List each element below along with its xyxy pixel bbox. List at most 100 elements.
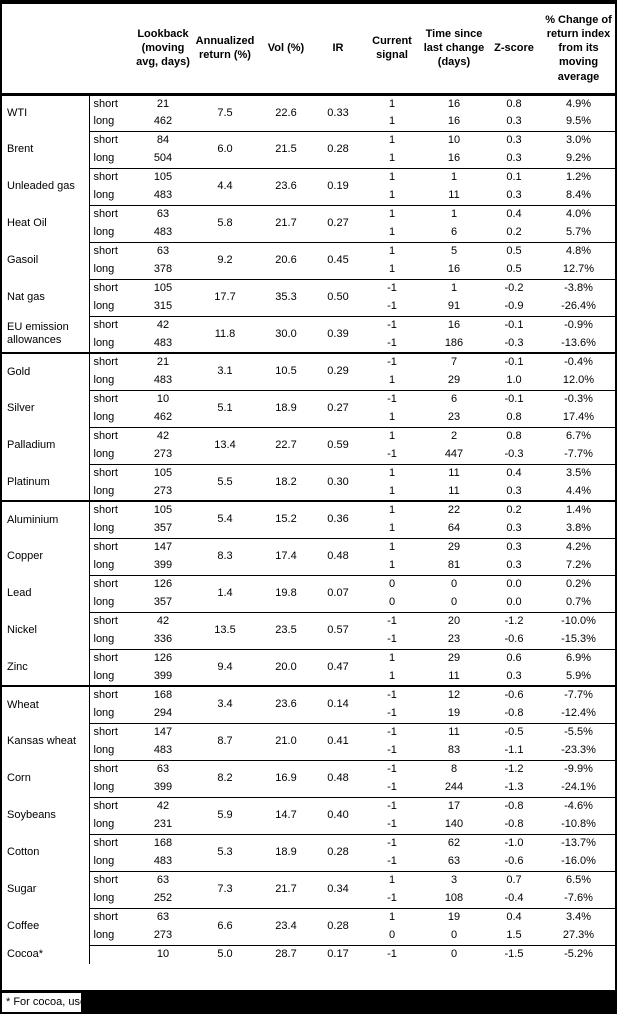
annualized-return-cell: 9.2	[192, 241, 258, 279]
pct-change-cell: -7.7%	[564, 448, 593, 461]
annualized-return-cell: 5.8	[192, 204, 258, 242]
lookback-cell: 378	[153, 263, 173, 276]
table-row: long 252 -1 108 -0.4 -7.6%	[2, 890, 615, 909]
horizon-cell: short	[93, 97, 118, 110]
pct-change-cell: 0.2%	[542, 574, 615, 594]
pct-change-cell: -3.8%	[542, 278, 615, 298]
horizon-cell: long	[93, 336, 115, 349]
table-row: long 483 1 29 1.0 12.0%	[2, 372, 615, 391]
time-since-change-cell: 16	[422, 315, 486, 335]
horizon-cell: short	[89, 537, 134, 557]
table-row: long 357 1 64 0.3 3.8%	[2, 520, 615, 539]
current-signal-cell: 0	[388, 929, 396, 942]
pct-change-cell: 3.8%	[565, 522, 592, 535]
lookback-cell: 63	[134, 870, 192, 890]
current-signal-cell: 1	[388, 115, 396, 128]
commodity-name-cell: Aluminium	[2, 500, 90, 538]
momentum-signals-table: Lookback (moving avg, days) Annualized re…	[2, 4, 615, 964]
commodity-name-cell: Sugar	[2, 871, 90, 908]
commodity-name-cell: Nickel	[2, 612, 90, 649]
table-row: Kansas wheat short 147 8.7 21.0 0.41 -1 11 -0.5-…	[2, 722, 615, 760]
lookback-cell: 10	[134, 389, 192, 409]
commodity-name-cell: Wheat	[2, 685, 90, 723]
table-row: Unleaded gas short 105 4.4 23.6 0.19 1 1 0.1 1.2%	[2, 167, 615, 205]
lookback-cell: 42	[134, 611, 192, 631]
current-signal-cell: -1	[387, 818, 397, 831]
pct-change-cell: -23.3%	[561, 744, 596, 757]
commodity-name-cell: Palladium	[2, 427, 90, 464]
vol-cell: 17.4	[258, 537, 314, 575]
lookback-cell: 168	[134, 685, 192, 705]
z-score-cell: 0.8	[486, 426, 542, 446]
vol-cell: 30.0	[258, 315, 314, 353]
lookback-cell: 462	[153, 115, 173, 128]
lookback-cell: 168	[134, 833, 192, 853]
pct-change-cell: 4.9%	[565, 97, 592, 110]
lookback-cell: 21	[156, 97, 170, 110]
annualized-return-cell: 6.6	[192, 907, 258, 945]
table-row: Lead short 126 1.4 19.8 0.07 0 0 0.0 0.2%	[2, 574, 615, 612]
time-since-change-cell: 19	[422, 907, 486, 927]
horizon-cell: short	[89, 352, 134, 372]
annualized-return-cell: 13.5	[192, 611, 258, 649]
column-header-empty	[89, 4, 134, 96]
ir-cell: 0.28	[314, 907, 362, 945]
horizon-cell: long	[93, 781, 115, 794]
lookback-cell: 42	[134, 315, 192, 335]
table-row: Zinc short 126 9.4 20.0 0.47 1 29 0.6 6.9%	[2, 648, 615, 686]
time-since-change-cell: 7	[422, 352, 486, 372]
annualized-return-cell: 17.7	[192, 278, 258, 316]
time-since-change-cell: 11	[422, 463, 486, 483]
z-score-cell: 0.2	[506, 226, 522, 239]
z-score-cell: 0.6	[486, 648, 542, 668]
table-row: EU emission allowances short 42 11.8 30.0 0.3…	[2, 315, 615, 353]
pct-change-cell: 4.2%	[542, 537, 615, 557]
annualized-return-cell: 9.4	[192, 648, 258, 686]
pct-change-cell: -10.8%	[561, 818, 596, 831]
current-signal-cell: 1	[362, 907, 422, 927]
current-signal-cell: -1	[362, 759, 422, 779]
lookback-cell: 147	[134, 722, 192, 742]
table-row: Nat gas short 105 17.7 35.3 0.50 -1 1 -0.2 -3.8%	[2, 278, 615, 316]
annualized-return-cell: 8.2	[192, 759, 258, 797]
header-row: Lookback (moving avg, days) Annualized re…	[2, 4, 615, 96]
commodity-name-cell: Brent	[2, 131, 90, 168]
vol-cell: 21.5	[258, 130, 314, 168]
time-since-change-cell: 5	[422, 241, 486, 261]
current-signal-cell: 1	[362, 648, 422, 668]
table-row: long 399 1 81 0.3 7.2%	[2, 557, 615, 576]
redaction-bar	[81, 993, 615, 1012]
z-score-cell: -1.2	[486, 611, 542, 631]
current-signal-cell: -1	[362, 833, 422, 853]
horizon-cell: short	[89, 611, 134, 631]
horizon-cell: long	[93, 559, 115, 572]
z-score-cell: 0.3	[506, 484, 522, 497]
lookback-cell: 126	[134, 574, 192, 594]
commodity-name-cell: Silver	[2, 390, 90, 427]
column-header-ann: Annualized return (%)	[192, 4, 258, 96]
annualized-return-cell: 6.0	[192, 130, 258, 168]
lookback-cell: 483	[153, 226, 173, 239]
current-signal-cell: -1	[387, 633, 397, 646]
time-since-change-cell: 186	[444, 336, 464, 349]
table-row: long 483 -1 63 -0.6 -16.0%	[2, 853, 615, 872]
time-since-change-cell: 22	[422, 500, 486, 520]
time-since-change-cell: 62	[422, 833, 486, 853]
table-row: Gasoil short 63 9.2 20.6 0.45 1 5 0.5 4.8%	[2, 241, 615, 279]
current-signal-cell: -1	[362, 685, 422, 705]
horizon-cell: long	[93, 633, 115, 646]
current-signal-cell: 1	[388, 226, 396, 239]
z-score-cell: 1.0	[506, 374, 522, 387]
table-row: Wheat short 168 3.4 23.6 0.14 -1 12 -0.6 -7.7%	[2, 685, 615, 723]
time-since-change-cell: 11	[448, 189, 460, 202]
horizon-cell: long	[93, 263, 115, 276]
pct-change-cell: 4.0%	[542, 204, 615, 224]
vol-cell: 18.9	[258, 833, 314, 871]
ir-cell: 0.30	[314, 463, 362, 501]
pct-change-cell: -0.3%	[542, 389, 615, 409]
ir-cell: 0.36	[314, 500, 362, 538]
commodity-name-cell: Heat Oil	[2, 205, 90, 242]
ir-cell: 0.45	[314, 241, 362, 279]
current-signal-cell: 1	[388, 152, 396, 165]
pct-change-cell: 8.4%	[565, 189, 592, 202]
